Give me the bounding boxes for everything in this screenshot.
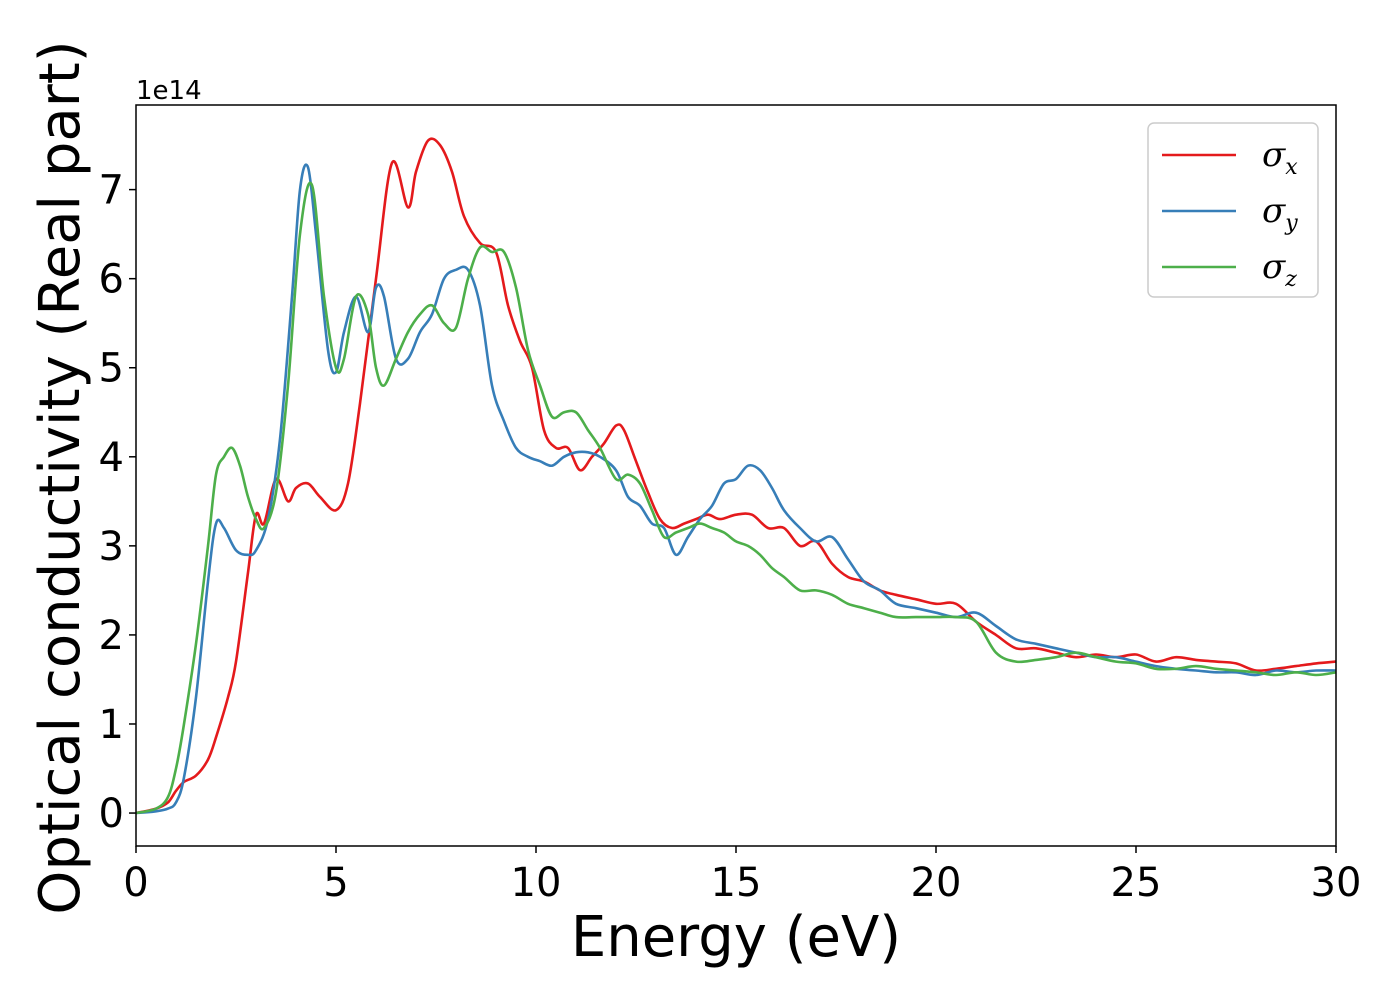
x-tick-label: 5 (323, 860, 348, 906)
x-tick-label: 30 (1311, 860, 1362, 906)
y-axis-label: Optical conductivity (Real part) (28, 40, 93, 914)
series-layer (136, 137, 1336, 815)
x-tick-label: 15 (711, 860, 762, 906)
y-tick-label: 6 (99, 257, 124, 303)
y-tick-label: 1 (99, 702, 124, 748)
y-tick-label: 5 (99, 346, 124, 392)
x-tick-label: 25 (1111, 860, 1162, 906)
series-line-y (136, 163, 1336, 815)
legend-label-y: σy (1262, 191, 1298, 236)
y-tick-label: 7 (99, 168, 124, 214)
y-tick-label: 4 (99, 435, 124, 481)
y-tick-label: 0 (99, 791, 124, 837)
legend-label-x: σx (1262, 135, 1298, 180)
series-line-x (136, 137, 1336, 815)
x-tick-label: 10 (511, 860, 562, 906)
x-tick-label: 20 (911, 860, 962, 906)
legend: σx σy σz (1147, 122, 1319, 298)
y-axis-offset-label: 1e14 (136, 76, 202, 106)
x-axis-label: Energy (eV) (571, 905, 901, 970)
y-axis: 0 1 2 3 4 5 6 7 (99, 168, 136, 837)
x-tick-label: 0 (123, 860, 148, 906)
y-tick-label: 3 (99, 524, 124, 570)
x-axis: 0 5 10 15 20 25 30 (123, 846, 1361, 906)
y-tick-label: 2 (99, 613, 124, 659)
legend-label-z: σz (1262, 247, 1297, 292)
series-line-z (136, 181, 1336, 815)
